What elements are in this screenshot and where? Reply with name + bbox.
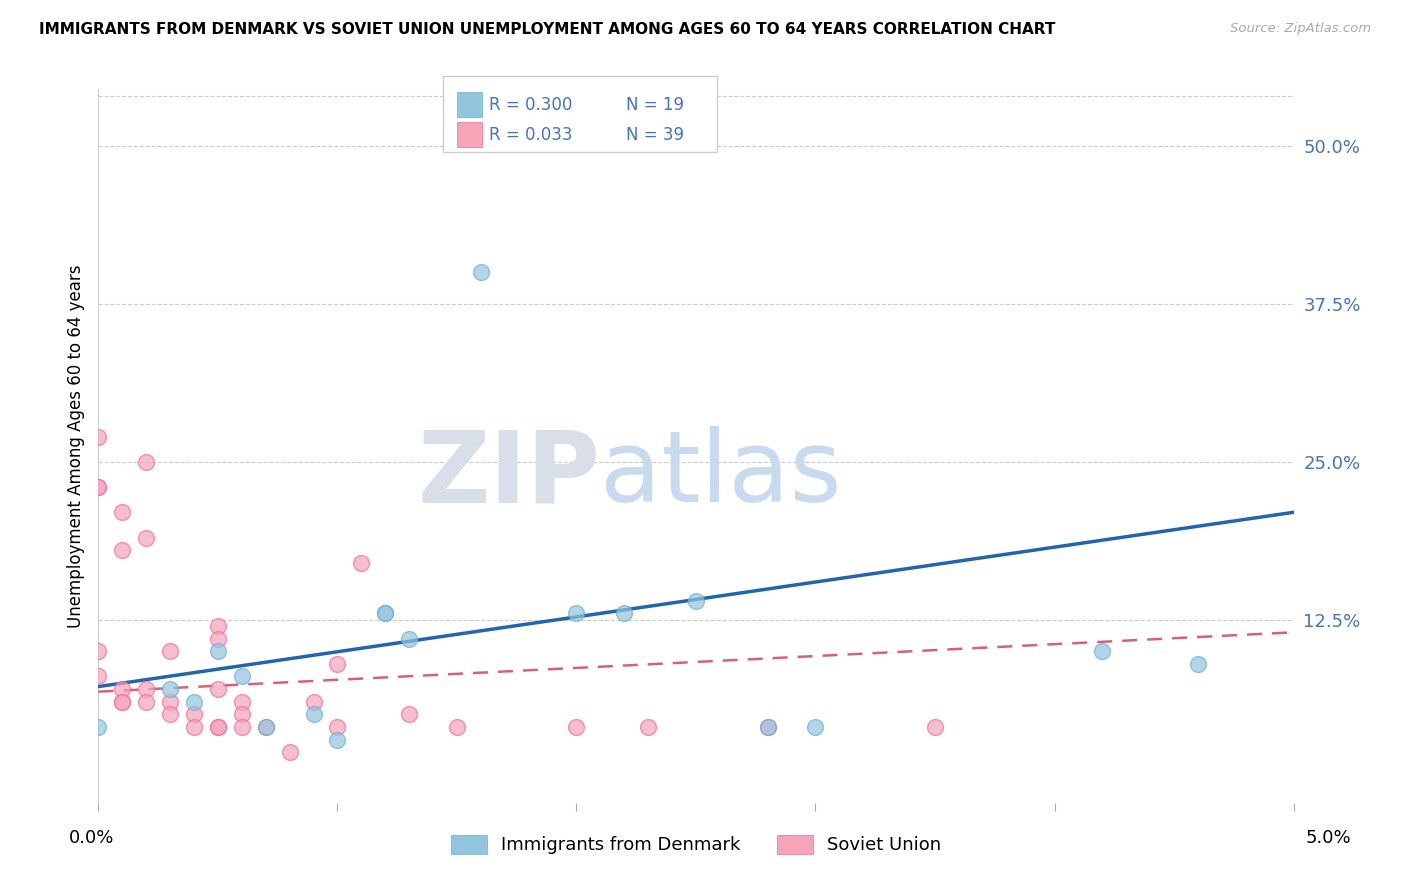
Point bbox=[446, 720, 468, 734]
Point bbox=[207, 682, 229, 697]
Point bbox=[231, 707, 253, 722]
Point bbox=[207, 632, 229, 646]
Text: R = 0.300: R = 0.300 bbox=[489, 95, 572, 113]
Point bbox=[804, 720, 827, 734]
Point bbox=[231, 695, 253, 709]
Point bbox=[135, 531, 157, 545]
Point bbox=[254, 720, 277, 734]
Point bbox=[183, 707, 205, 722]
Point bbox=[135, 682, 157, 697]
Point bbox=[135, 695, 157, 709]
Point bbox=[326, 720, 349, 734]
Text: atlas: atlas bbox=[600, 426, 842, 523]
Point bbox=[111, 695, 134, 709]
Point bbox=[756, 720, 779, 734]
Point bbox=[183, 695, 205, 709]
Point bbox=[302, 695, 325, 709]
Point bbox=[924, 720, 946, 734]
Text: N = 39: N = 39 bbox=[626, 126, 683, 144]
Point bbox=[231, 720, 253, 734]
Point bbox=[374, 607, 396, 621]
Point bbox=[565, 607, 588, 621]
Point bbox=[111, 695, 134, 709]
Point bbox=[756, 720, 779, 734]
Text: ZIP: ZIP bbox=[418, 426, 600, 523]
Point bbox=[207, 644, 229, 658]
Text: Source: ZipAtlas.com: Source: ZipAtlas.com bbox=[1230, 22, 1371, 36]
Point bbox=[565, 720, 588, 734]
Point bbox=[398, 707, 420, 722]
Point bbox=[685, 593, 707, 607]
Point bbox=[87, 480, 110, 494]
Point bbox=[111, 505, 134, 519]
Point bbox=[159, 707, 181, 722]
Point bbox=[302, 707, 325, 722]
Point bbox=[1091, 644, 1114, 658]
Point bbox=[159, 682, 181, 697]
Point bbox=[87, 429, 110, 443]
Point bbox=[398, 632, 420, 646]
Text: 0.0%: 0.0% bbox=[69, 829, 114, 847]
Text: IMMIGRANTS FROM DENMARK VS SOVIET UNION UNEMPLOYMENT AMONG AGES 60 TO 64 YEARS C: IMMIGRANTS FROM DENMARK VS SOVIET UNION … bbox=[39, 22, 1056, 37]
Point bbox=[207, 720, 229, 734]
Text: R = 0.033: R = 0.033 bbox=[489, 126, 572, 144]
Point bbox=[254, 720, 277, 734]
Point bbox=[1187, 657, 1209, 671]
Point bbox=[470, 265, 492, 279]
Point bbox=[326, 657, 349, 671]
Point bbox=[87, 720, 110, 734]
Point bbox=[111, 543, 134, 558]
Point bbox=[207, 720, 229, 734]
Text: 5.0%: 5.0% bbox=[1306, 829, 1351, 847]
Point bbox=[183, 720, 205, 734]
Point bbox=[159, 644, 181, 658]
Point bbox=[613, 607, 636, 621]
Point bbox=[637, 720, 659, 734]
Legend: Immigrants from Denmark, Soviet Union: Immigrants from Denmark, Soviet Union bbox=[443, 828, 949, 862]
Point bbox=[350, 556, 373, 570]
Point bbox=[87, 644, 110, 658]
Point bbox=[326, 732, 349, 747]
Point bbox=[231, 669, 253, 683]
Y-axis label: Unemployment Among Ages 60 to 64 years: Unemployment Among Ages 60 to 64 years bbox=[66, 264, 84, 628]
Point bbox=[278, 745, 301, 759]
Point bbox=[87, 669, 110, 683]
Point bbox=[159, 695, 181, 709]
Point bbox=[374, 607, 396, 621]
Text: N = 19: N = 19 bbox=[626, 95, 683, 113]
Point bbox=[87, 480, 110, 494]
Point bbox=[135, 455, 157, 469]
Point bbox=[207, 619, 229, 633]
Point bbox=[111, 682, 134, 697]
